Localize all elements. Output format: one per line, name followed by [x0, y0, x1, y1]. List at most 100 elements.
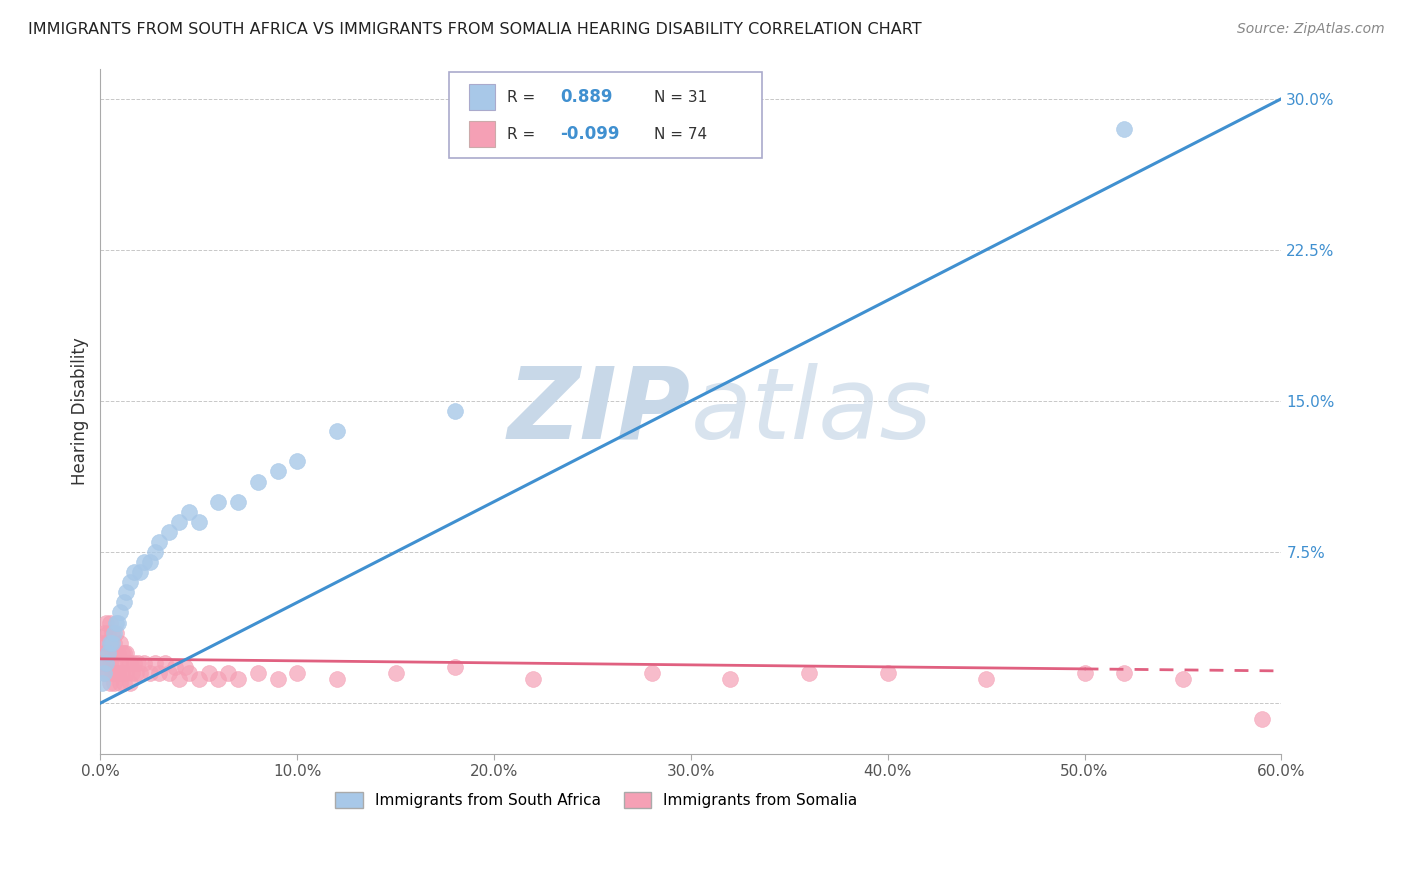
Point [217, 665, 239, 680]
Point [197, 665, 219, 680]
Text: R =: R = [506, 90, 534, 105]
Point [226, 672, 249, 686]
Point [640, 665, 662, 680]
Point [101, 636, 124, 650]
Text: -0.099: -0.099 [560, 126, 619, 144]
Point [155, 656, 177, 670]
Point [121, 665, 143, 680]
Point [98, 676, 121, 690]
Point [108, 636, 131, 650]
Point [145, 656, 167, 670]
Point [93, 665, 115, 680]
Point [246, 475, 269, 489]
Point [97, 646, 120, 660]
Point [207, 672, 229, 686]
Point [145, 545, 167, 559]
Point [325, 424, 347, 438]
Point [107, 646, 129, 660]
Point [96, 636, 118, 650]
Point [91, 636, 114, 650]
Point [187, 515, 209, 529]
Point [118, 676, 141, 690]
Point [132, 555, 155, 569]
Point [285, 454, 308, 468]
Point [122, 565, 145, 579]
Point [115, 585, 138, 599]
Point [443, 660, 465, 674]
Point [101, 665, 124, 680]
Text: 0.889: 0.889 [560, 88, 612, 106]
Point [266, 465, 288, 479]
Point [443, 404, 465, 418]
Point [96, 656, 118, 670]
Point [1073, 665, 1095, 680]
Point [127, 656, 149, 670]
Point [522, 672, 544, 686]
Text: N = 74: N = 74 [654, 127, 707, 142]
Point [1250, 712, 1272, 726]
Text: atlas: atlas [690, 362, 932, 459]
Point [96, 656, 118, 670]
Point [138, 665, 160, 680]
Point [165, 660, 187, 674]
Point [98, 636, 121, 650]
Text: N = 31: N = 31 [654, 90, 707, 105]
Point [148, 665, 170, 680]
Point [105, 625, 128, 640]
Point [117, 656, 139, 670]
Point [112, 676, 135, 690]
Point [266, 672, 288, 686]
Point [115, 665, 138, 680]
Point [118, 575, 141, 590]
Point [107, 615, 129, 630]
Point [187, 672, 209, 686]
Point [97, 665, 120, 680]
Point [1112, 122, 1135, 136]
Point [876, 665, 898, 680]
Point [384, 665, 406, 680]
Point [108, 606, 131, 620]
Point [157, 524, 180, 539]
Point [98, 656, 121, 670]
Point [103, 676, 125, 690]
FancyBboxPatch shape [468, 85, 495, 111]
Text: R =: R = [506, 127, 534, 142]
Point [122, 656, 145, 670]
Point [118, 656, 141, 670]
Point [105, 615, 128, 630]
Point [112, 646, 135, 660]
Point [98, 636, 121, 650]
Point [138, 555, 160, 569]
Point [93, 625, 115, 640]
Point [226, 494, 249, 508]
Point [112, 595, 135, 609]
Point [125, 665, 148, 680]
Point [1171, 672, 1194, 686]
Point [167, 515, 190, 529]
Text: IMMIGRANTS FROM SOUTH AFRICA VS IMMIGRANTS FROM SOMALIA HEARING DISABILITY CORRE: IMMIGRANTS FROM SOUTH AFRICA VS IMMIGRAN… [28, 22, 922, 37]
Point [115, 646, 138, 660]
Point [97, 646, 120, 660]
Point [111, 646, 134, 660]
FancyBboxPatch shape [449, 72, 762, 158]
Point [177, 665, 200, 680]
Point [246, 665, 269, 680]
Point [207, 494, 229, 508]
Point [97, 625, 120, 640]
Point [91, 656, 114, 670]
Point [96, 615, 118, 630]
FancyBboxPatch shape [468, 121, 495, 147]
Point [177, 505, 200, 519]
Y-axis label: Hearing Disability: Hearing Disability [72, 337, 89, 485]
Point [98, 615, 121, 630]
Point [103, 636, 125, 650]
Point [285, 665, 308, 680]
Point [101, 625, 124, 640]
Point [93, 665, 115, 680]
Point [167, 672, 190, 686]
Text: ZIP: ZIP [508, 362, 690, 459]
Point [103, 656, 125, 670]
Point [132, 656, 155, 670]
Text: Source: ZipAtlas.com: Source: ZipAtlas.com [1237, 22, 1385, 37]
Point [325, 672, 347, 686]
